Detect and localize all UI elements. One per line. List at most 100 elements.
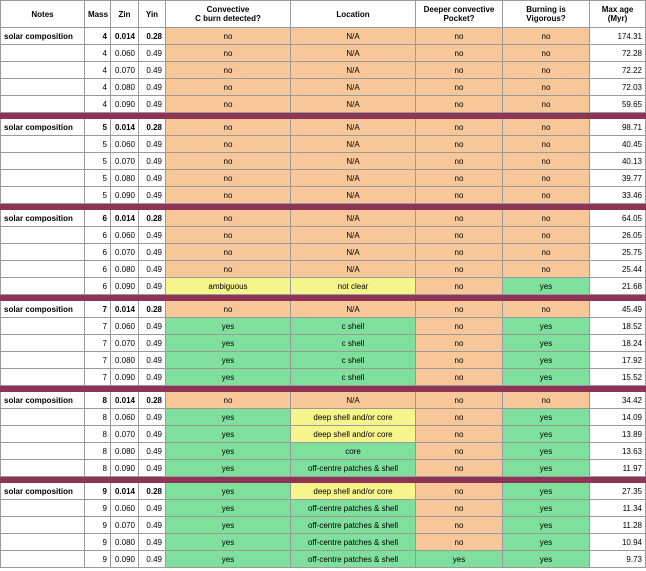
table-row: 8 0.090 0.49 yes off-centre patches & shell n…: [0, 459, 646, 477]
header-yin: Yin: [138, 0, 166, 28]
cell-notes: [0, 334, 85, 352]
cell-notes: solar composition: [0, 27, 85, 45]
cell-notes: solar composition: [0, 209, 85, 227]
cell-max-age: 9.73: [589, 550, 646, 568]
header-max-age: Max age (Myr): [589, 0, 646, 28]
cell-zin: 0.090: [110, 95, 139, 113]
cell-mass: 5: [84, 186, 111, 204]
cell-deeper-pocket: no: [415, 152, 503, 170]
table-row: 4 0.090 0.49 no N/A no no 59.65: [0, 95, 646, 113]
cell-convective: yes: [165, 459, 291, 477]
cell-convective: yes: [165, 368, 291, 386]
cell-notes: [0, 351, 85, 369]
cell-mass: 4: [84, 61, 111, 79]
cell-location: deep shell and/or core: [290, 408, 416, 426]
cell-notes: [0, 169, 85, 187]
cell-zin: 0.014: [110, 391, 139, 409]
cell-vigorous: yes: [502, 408, 590, 426]
table-row: 8 0.080 0.49 yes core no yes 13.63: [0, 442, 646, 460]
cell-mass: 6: [84, 260, 111, 278]
cell-yin: 0.49: [138, 459, 166, 477]
cell-deeper-pocket: no: [415, 516, 503, 534]
cell-yin: 0.49: [138, 516, 166, 534]
cell-vigorous: yes: [502, 277, 590, 295]
cell-location: N/A: [290, 152, 416, 170]
table-row: 9 0.080 0.49 yes off-centre patches & shell n…: [0, 533, 646, 551]
table-row: 5 0.060 0.49 no N/A no no 40.45: [0, 135, 646, 153]
cell-max-age: 17.92: [589, 351, 646, 369]
cell-zin: 0.080: [110, 351, 139, 369]
cell-vigorous: yes: [502, 368, 590, 386]
cell-deeper-pocket: yes: [415, 550, 503, 568]
cell-zin: 0.090: [110, 277, 139, 295]
table-row: solar composition 4 0.014 0.28 no N/A no no 174.…: [0, 27, 646, 45]
cell-convective: yes: [165, 482, 291, 500]
cell-max-age: 13.89: [589, 425, 646, 443]
cell-notes: [0, 260, 85, 278]
table-row: 6 0.080 0.49 no N/A no no 25.44: [0, 260, 646, 278]
cell-zin: 0.090: [110, 550, 139, 568]
cell-notes: [0, 61, 85, 79]
cell-max-age: 13.63: [589, 442, 646, 460]
cell-vigorous: yes: [502, 334, 590, 352]
cell-max-age: 26.05: [589, 226, 646, 244]
header-zin: Zin: [110, 0, 139, 28]
cell-notes: [0, 442, 85, 460]
cell-notes: [0, 550, 85, 568]
cell-max-age: 40.45: [589, 135, 646, 153]
cell-location: N/A: [290, 78, 416, 96]
cell-location: N/A: [290, 209, 416, 227]
cell-mass: 7: [84, 334, 111, 352]
cell-notes: [0, 186, 85, 204]
table-row: 9 0.070 0.49 yes off-centre patches & shell n…: [0, 516, 646, 534]
cell-vigorous: no: [502, 209, 590, 227]
table-row: solar composition 8 0.014 0.28 no N/A no no 34.4…: [0, 391, 646, 409]
cell-deeper-pocket: no: [415, 61, 503, 79]
cell-location: N/A: [290, 186, 416, 204]
cell-location: c shell: [290, 351, 416, 369]
cell-yin: 0.28: [138, 118, 166, 136]
cell-mass: 8: [84, 391, 111, 409]
cell-deeper-pocket: no: [415, 334, 503, 352]
cell-yin: 0.49: [138, 368, 166, 386]
cell-vigorous: yes: [502, 459, 590, 477]
cell-notes: [0, 78, 85, 96]
cell-vigorous: no: [502, 300, 590, 318]
cell-yin: 0.49: [138, 169, 166, 187]
cell-mass: 6: [84, 209, 111, 227]
cell-convective: yes: [165, 550, 291, 568]
header-vigorous-line1: Burning is: [526, 5, 566, 14]
cell-yin: 0.49: [138, 78, 166, 96]
cell-max-age: 11.28: [589, 516, 646, 534]
cell-deeper-pocket: no: [415, 27, 503, 45]
cell-yin: 0.49: [138, 408, 166, 426]
cell-notes: solar composition: [0, 300, 85, 318]
cell-mass: 8: [84, 459, 111, 477]
cell-notes: solar composition: [0, 482, 85, 500]
cell-zin: 0.060: [110, 44, 139, 62]
cell-mass: 6: [84, 226, 111, 244]
cell-notes: [0, 152, 85, 170]
cell-max-age: 72.22: [589, 61, 646, 79]
cell-location: c shell: [290, 334, 416, 352]
cell-convective: yes: [165, 425, 291, 443]
cell-deeper-pocket: no: [415, 425, 503, 443]
cell-vigorous: yes: [502, 351, 590, 369]
cell-yin: 0.28: [138, 300, 166, 318]
header-convective-line1: Convective: [206, 5, 250, 14]
cell-zin: 0.070: [110, 152, 139, 170]
cell-max-age: 39.77: [589, 169, 646, 187]
cell-notes: [0, 533, 85, 551]
cell-zin: 0.060: [110, 226, 139, 244]
cell-deeper-pocket: no: [415, 169, 503, 187]
cell-yin: 0.49: [138, 499, 166, 517]
header-max-age-line1: Max age: [601, 5, 634, 14]
cell-deeper-pocket: no: [415, 442, 503, 460]
cell-convective: no: [165, 61, 291, 79]
cell-zin: 0.060: [110, 135, 139, 153]
cell-vigorous: yes: [502, 516, 590, 534]
cell-zin: 0.080: [110, 169, 139, 187]
table-row: solar composition 5 0.014 0.28 no N/A no no 98.7…: [0, 118, 646, 136]
cell-notes: [0, 317, 85, 335]
cell-location: N/A: [290, 135, 416, 153]
